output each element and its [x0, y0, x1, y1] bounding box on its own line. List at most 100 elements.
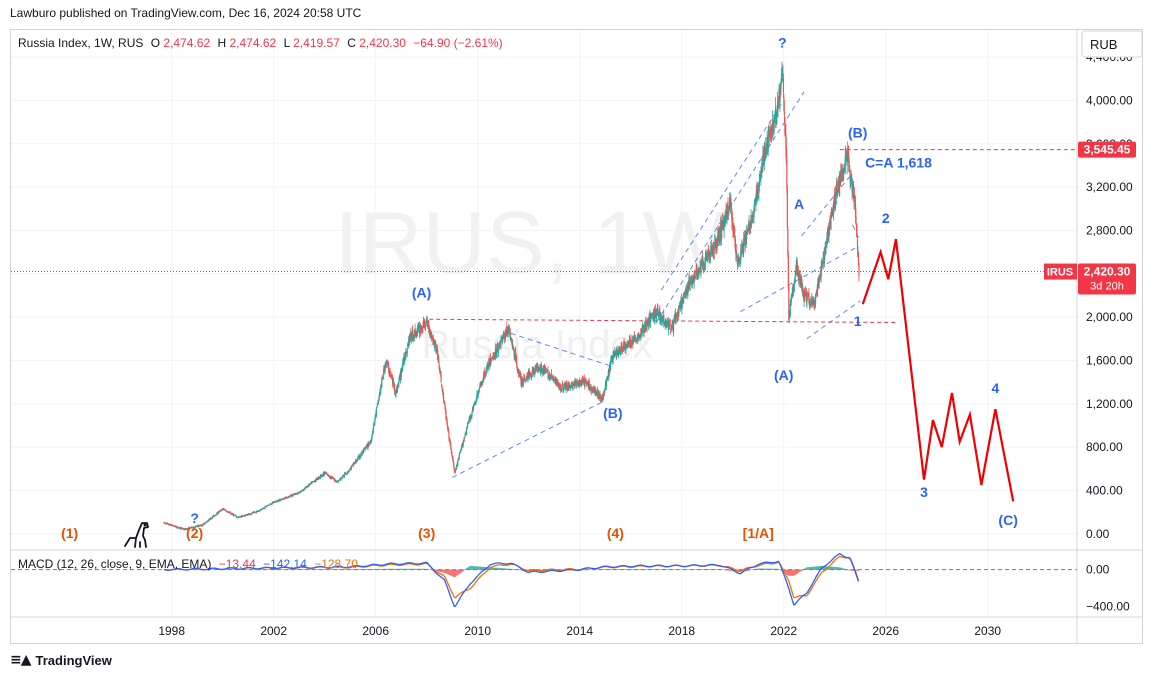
candle-body: [270, 503, 272, 505]
macd-histogram-bar: [755, 568, 758, 570]
candle-body: [337, 481, 339, 483]
macd-histogram-bar: [641, 569, 644, 570]
candle-body: [835, 184, 837, 197]
candle-body: [478, 390, 480, 394]
candle-body: [518, 372, 521, 374]
candle-body: [382, 378, 384, 380]
macd-histogram-bar: [665, 569, 667, 570]
candle-body: [563, 388, 565, 390]
macd-histogram-bar: [766, 568, 768, 570]
candle-body: [171, 524, 173, 526]
wave-label: 1: [854, 313, 862, 329]
time-axis[interactable]: 1998 2002 2006 2010 2014 2018 2022 2026 2030: [158, 624, 1001, 638]
candle-body: [350, 466, 352, 470]
macd-histogram-bar: [345, 569, 348, 570]
candle-body: [396, 387, 399, 393]
trendline: [806, 300, 861, 340]
last-price-badge: IRUS 2,420.30 3d 20h: [1044, 263, 1136, 295]
candle-body: [481, 383, 483, 385]
macd-histogram-bar: [598, 569, 601, 570]
candle-body: [194, 526, 197, 528]
macd-histogram-bar: [759, 568, 762, 570]
macd-histogram-bar: [334, 569, 337, 570]
candle-body: [593, 386, 595, 390]
macd-histogram-bar: [282, 569, 285, 570]
macd-histogram-bar: [752, 569, 755, 570]
candle-body: [424, 326, 427, 330]
macd-histogram-bar: [657, 569, 660, 570]
candle-body: [645, 318, 647, 326]
currency-button[interactable]: RUB: [1081, 30, 1143, 58]
candle-body: [667, 320, 669, 325]
svg-text:Russia Index, 1W, RUS O: Russia Index, 1W, RUS O 2,474.62 H 2,474…: [18, 36, 503, 50]
candle-body: [634, 338, 636, 340]
macd-histogram-bar: [330, 569, 332, 570]
candle-body: [374, 419, 376, 423]
candle-body: [334, 479, 336, 481]
candle-body: [165, 523, 167, 525]
candle-body: [378, 394, 380, 399]
candle-body: [798, 272, 800, 282]
macd-histogram-bar: [509, 568, 511, 570]
candle-body: [582, 379, 584, 383]
candle-body: [299, 491, 301, 493]
candle-body: [359, 457, 361, 458]
candle-body: [619, 350, 621, 353]
macd-histogram-bar: [791, 569, 793, 576]
candle-body: [528, 370, 530, 376]
macd-histogram-bar: [804, 568, 807, 570]
candle-body: [516, 356, 518, 366]
macd-histogram-bar: [280, 569, 282, 570]
candle-body: [302, 490, 304, 491]
macd-histogram-bar: [482, 566, 484, 570]
candle-body: [433, 339, 435, 347]
candle-body: [357, 457, 359, 461]
candle-body: [607, 370, 609, 380]
candle-body: [568, 383, 570, 388]
macd-histogram-bar: [444, 569, 447, 574]
candle-body: [695, 276, 697, 279]
candle-body: [473, 402, 476, 406]
macd-histogram-bar: [325, 569, 327, 570]
candle-body: [469, 418, 471, 420]
macd-histogram-bar: [835, 567, 837, 570]
macd-histogram-bar: [261, 569, 263, 570]
candle-body: [598, 393, 600, 396]
x-tick-label: 2014: [566, 624, 593, 638]
candle-body: [620, 344, 623, 353]
candle-body: [483, 372, 485, 381]
candle-body: [484, 374, 486, 376]
candle-body: [790, 297, 792, 303]
macd-histogram-bar: [658, 569, 661, 570]
candle-body: [628, 339, 631, 346]
macd-histogram-bar: [442, 569, 445, 573]
candle-body: [307, 486, 309, 488]
macd-histogram-bar: [349, 569, 352, 570]
candle-body: [835, 196, 837, 198]
candle-body: [441, 386, 443, 390]
macd-histogram-bar: [798, 569, 801, 573]
wave-label: 2: [882, 210, 890, 226]
candle-body: [245, 514, 248, 516]
macd-histogram-bar: [832, 566, 834, 570]
candle-body: [165, 523, 168, 524]
candle-body: [779, 92, 781, 103]
macd-histogram-bar: [471, 566, 473, 570]
macd-histogram-bar: [652, 569, 655, 570]
macd-histogram-bar: [655, 569, 658, 570]
candle-body: [816, 293, 818, 295]
candle-body: [586, 382, 588, 384]
macd-histogram-bar: [828, 566, 830, 570]
candle-body: [367, 442, 370, 446]
macd-histogram-bar: [365, 569, 367, 570]
macd-histogram-bar: [455, 569, 458, 577]
candle-body: [675, 315, 677, 321]
candle-body: [425, 321, 427, 327]
candle-body: [660, 315, 662, 319]
macd-histogram-bar: [288, 569, 291, 570]
price-axis[interactable]: 4,400.004,000.003,600.003,200.002,800.00…: [1086, 50, 1133, 541]
candle-body: [541, 372, 543, 374]
candle-body: [562, 383, 564, 387]
macd-histogram-bar: [758, 568, 761, 570]
